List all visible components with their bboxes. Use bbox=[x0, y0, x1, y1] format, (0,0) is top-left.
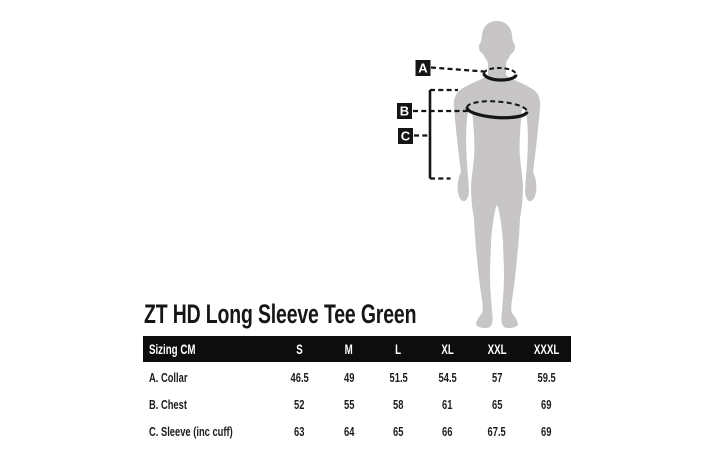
column-header-xxxl: XXXL bbox=[533, 341, 560, 357]
collar-ellipse-bottom-arc bbox=[482, 73, 518, 82]
collar-measure-ellipse bbox=[482, 67, 518, 82]
column-header-s: S bbox=[296, 341, 303, 357]
size-value: 64 bbox=[343, 424, 355, 439]
column-header-m: M bbox=[344, 341, 354, 357]
column-header-sizing-cm: Sizing CM bbox=[149, 341, 196, 357]
size-value: 57 bbox=[491, 370, 503, 385]
marker-a-label: A bbox=[418, 61, 428, 76]
marker-a-box bbox=[415, 60, 431, 76]
size-value: 54.5 bbox=[438, 370, 457, 385]
chest-ellipse-bottom-arc bbox=[465, 107, 529, 120]
size-row-chest: B. Chest 52 55 58 61 65 69 bbox=[143, 391, 571, 418]
size-value: 59.5 bbox=[537, 370, 556, 385]
sleeve-measure-bracket bbox=[428, 88, 458, 180]
size-value: 69 bbox=[541, 397, 552, 412]
column-header-l: L bbox=[395, 341, 402, 357]
marker-c: C bbox=[398, 128, 413, 144]
size-table-body: A. Collar 46.5 49 51.5 54.5 57 59.5 B. C… bbox=[143, 364, 571, 445]
size-row-sleeve: C. Sleeve (inc cuff) 63 64 65 66 67.5 69 bbox=[143, 418, 571, 445]
size-value: 67.5 bbox=[487, 424, 507, 439]
size-value: 63 bbox=[294, 424, 305, 439]
row-label: A. Collar bbox=[149, 370, 188, 385]
size-value: 58 bbox=[393, 397, 404, 412]
size-value: 46.5 bbox=[290, 370, 309, 385]
size-value: 49 bbox=[343, 370, 355, 385]
column-header-xl: XL bbox=[441, 341, 454, 357]
marker-a: A bbox=[415, 60, 431, 76]
size-value: 65 bbox=[491, 397, 503, 412]
size-value: 55 bbox=[343, 397, 355, 412]
product-title: ZT HD Long Sleeve Tee Green bbox=[144, 301, 522, 328]
row-label: C. Sleeve (inc cuff) bbox=[149, 424, 233, 439]
marker-c-box bbox=[398, 128, 413, 144]
column-header-xxl: XXL bbox=[487, 341, 507, 357]
size-table: Sizing CM S M L XL XXL XXXL A. Collar 46… bbox=[143, 336, 571, 445]
marker-b-label: B bbox=[400, 104, 409, 119]
collar-pointer-line bbox=[430, 66, 485, 73]
size-table-header: Sizing CM S M L XL XXL XXXL bbox=[143, 336, 571, 362]
size-value: 51.5 bbox=[389, 370, 408, 385]
collar-ellipse-top-arc bbox=[483, 67, 517, 75]
row-label: B. Chest bbox=[149, 397, 187, 412]
size-value: 61 bbox=[442, 397, 453, 412]
product-title-text: ZT HD Long Sleeve Tee Green bbox=[144, 299, 417, 329]
marker-b: B bbox=[397, 103, 412, 119]
chest-ellipse-top-arc bbox=[466, 100, 528, 112]
size-row-collar: A. Collar 46.5 49 51.5 54.5 57 59.5 bbox=[143, 364, 571, 391]
size-value: 65 bbox=[393, 424, 404, 439]
marker-b-box bbox=[397, 103, 412, 119]
size-value: 66 bbox=[442, 424, 453, 439]
marker-c-label: C bbox=[401, 129, 411, 144]
chest-measure-ellipse bbox=[465, 100, 529, 120]
size-value: 69 bbox=[541, 424, 552, 439]
body-silhouette bbox=[453, 21, 541, 329]
size-value: 52 bbox=[294, 397, 305, 412]
